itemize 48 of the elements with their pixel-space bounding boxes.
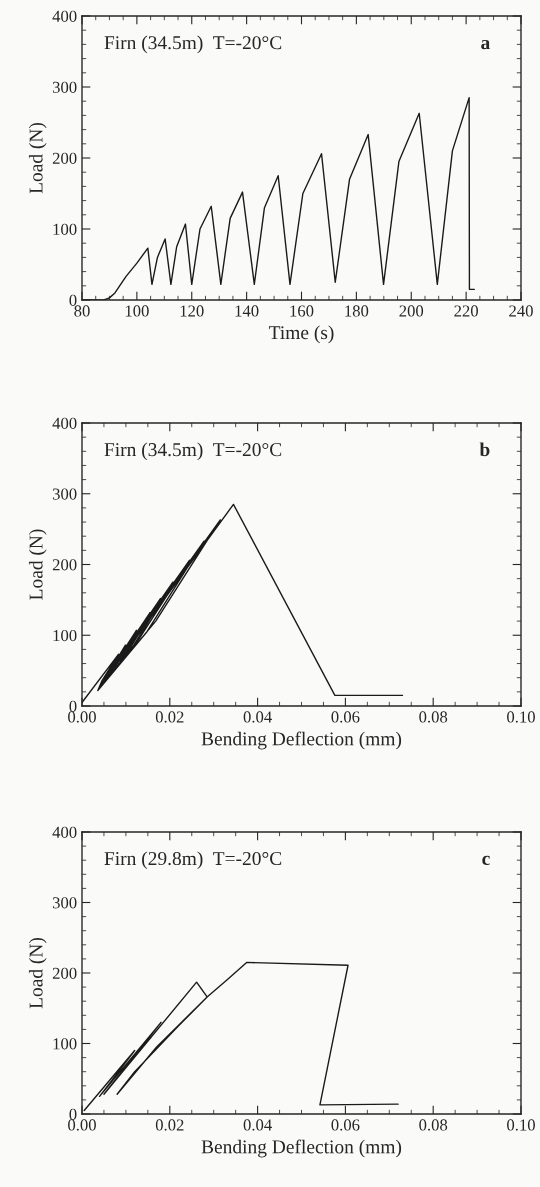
annotation: Firn (34.5m) T=-20°C: [104, 442, 282, 461]
x-tick-label: 100: [125, 305, 149, 317]
x-axis-title: Time (s): [268, 325, 334, 344]
x-tick-label: 240: [509, 305, 533, 317]
x-tick-label: 180: [345, 305, 369, 317]
y-tick-label: 0: [69, 700, 77, 712]
y-tick-label: 0: [69, 1108, 77, 1120]
y-tick-label: 300: [52, 897, 77, 909]
annotation: b: [479, 442, 490, 457]
annotation: Firn (34.5m) T=-20°C: [104, 35, 282, 54]
y-axis-title: Load (N): [28, 937, 47, 1009]
x-tick-label: 0.06: [331, 711, 360, 723]
y-tick-label: 0: [69, 294, 77, 306]
y-tick-label: 300: [52, 81, 77, 93]
x-tick-label: 140: [235, 305, 259, 317]
x-tick-label: 200: [399, 305, 424, 317]
y-tick-label: 200: [52, 152, 77, 164]
x-tick-label: 0.08: [419, 1119, 448, 1131]
x-tick-label: 160: [290, 305, 314, 317]
y-tick-label: 400: [52, 10, 77, 22]
y-tick-label: 100: [53, 629, 77, 642]
y-tick-label: 300: [52, 488, 77, 500]
y-tick-label: 400: [52, 826, 77, 838]
y-axis-title: Load (N): [28, 529, 47, 600]
y-tick-label: 100: [53, 1038, 77, 1050]
x-tick-label: 0.10: [507, 1119, 535, 1131]
x-tick-label: 0.02: [155, 1119, 184, 1131]
annotation: Firn (29.8m) T=-20°C: [104, 851, 282, 870]
y-tick-label: 100: [53, 223, 77, 235]
x-axis-title: Bending Deflection (mm): [201, 1139, 402, 1158]
x-axis-title: Bending Deflection (mm): [201, 731, 402, 750]
x-tick-label: 0.06: [331, 1119, 360, 1131]
x-tick-label: 0.04: [243, 1119, 272, 1131]
y-tick-label: 400: [52, 417, 77, 429]
x-tick-label: 0.08: [419, 711, 448, 723]
x-tick-label: 80: [74, 305, 90, 317]
y-axis-title: Load (N): [28, 122, 47, 194]
x-tick-label: 0.10: [507, 711, 535, 723]
x-tick-label: 0.04: [243, 711, 272, 723]
x-tick-label: 120: [180, 305, 204, 317]
y-tick-label: 200: [52, 967, 77, 979]
x-tick-label: 0.02: [155, 711, 184, 723]
y-tick-label: 200: [52, 559, 77, 571]
annotation: a: [481, 39, 490, 50]
x-tick-label: 0.00: [68, 711, 96, 723]
annotation: c: [482, 855, 490, 866]
x-tick-label: 220: [454, 305, 478, 317]
x-tick-label: 0.00: [68, 1119, 96, 1131]
